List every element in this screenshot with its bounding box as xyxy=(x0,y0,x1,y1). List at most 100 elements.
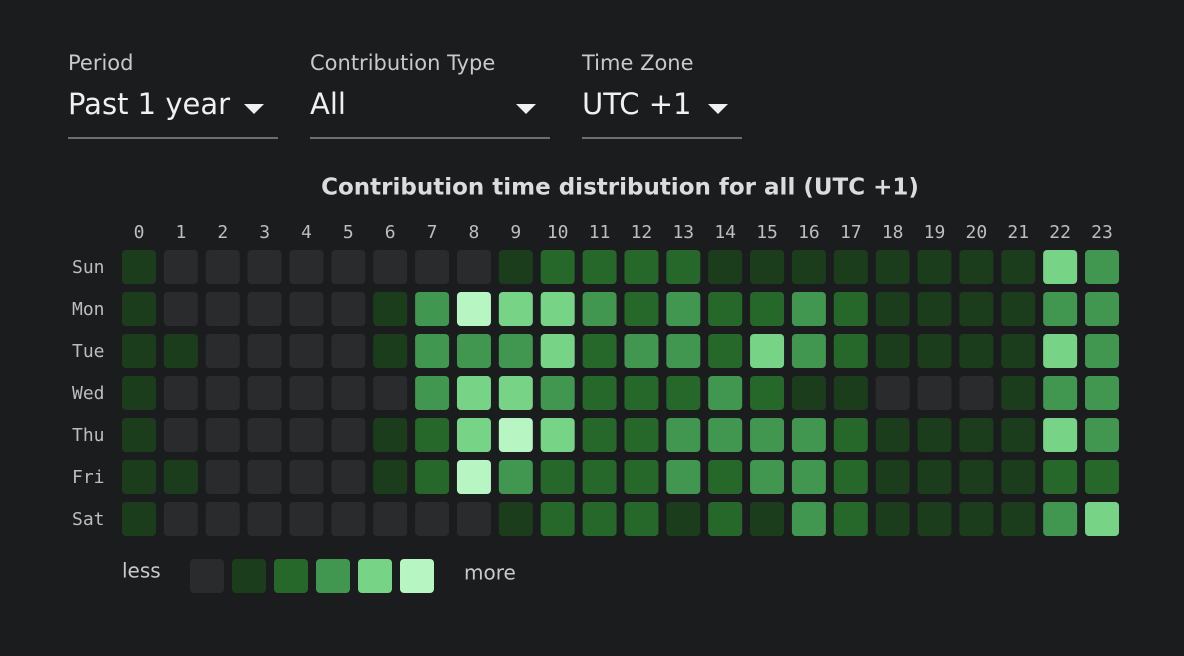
heatmap-cell xyxy=(582,418,617,452)
heatmap-cell xyxy=(833,502,868,536)
select-value: Past 1 year xyxy=(68,87,230,121)
heatmap-cell xyxy=(456,460,491,494)
heatmap-cell xyxy=(373,502,408,536)
heatmap-cell xyxy=(373,334,408,368)
heatmap-cell xyxy=(875,418,910,452)
heatmap-cell xyxy=(122,292,156,326)
heatmap-cell xyxy=(917,376,952,410)
legend-high: more xyxy=(464,561,516,585)
select-label: Time Zone xyxy=(581,51,694,75)
x-tick-label: 10 xyxy=(547,222,569,243)
heatmap-cell xyxy=(498,502,533,536)
heatmap-cell xyxy=(708,502,743,536)
x-tick-label: 16 xyxy=(798,222,820,243)
heatmap-cell xyxy=(540,502,575,536)
heatmap-cell xyxy=(122,460,156,494)
heatmap-cell xyxy=(247,460,282,494)
heatmap-cell xyxy=(163,376,198,410)
heatmap-cell xyxy=(917,502,952,536)
select-value: UTC +1 xyxy=(582,87,691,121)
heatmap-cell xyxy=(959,502,994,536)
type-select[interactable]: Contribution Type All xyxy=(310,51,550,139)
x-tick-label: 9 xyxy=(510,222,521,243)
heatmap-cell xyxy=(624,334,659,368)
x-tick-label: 5 xyxy=(343,222,354,243)
heatmap-cell xyxy=(875,334,910,368)
heatmap-cell xyxy=(582,460,617,494)
heatmap-cell xyxy=(247,376,282,410)
heatmap-cell xyxy=(331,334,366,368)
heatmap-cell xyxy=(415,418,450,452)
heatmap-cell xyxy=(624,418,659,452)
heatmap-cell xyxy=(624,250,659,284)
x-tick-label: 23 xyxy=(1091,222,1113,243)
heatmap-cell xyxy=(498,418,533,452)
heatmap-cell xyxy=(498,334,533,368)
heatmap-cell xyxy=(247,418,282,452)
heatmap-cell xyxy=(247,502,282,536)
y-tick-label: Thu xyxy=(72,425,105,446)
heatmap-cell xyxy=(959,334,994,368)
heatmap-cell xyxy=(498,292,533,326)
heatmap-cell xyxy=(708,460,743,494)
select-value: All xyxy=(310,87,346,121)
heatmap-cell xyxy=(1043,334,1078,368)
heatmap-cell xyxy=(289,460,324,494)
x-tick-label: 20 xyxy=(966,222,988,243)
heatmap-cell xyxy=(540,460,575,494)
heatmap-cell xyxy=(163,502,198,536)
x-tick-label: 18 xyxy=(882,222,904,243)
heatmap-cell xyxy=(289,292,324,326)
heatmap-cell xyxy=(917,250,952,284)
heatmap-cell xyxy=(1001,418,1036,452)
heatmap-cell xyxy=(833,292,868,326)
heatmap-cell xyxy=(833,418,868,452)
heatmap-cell xyxy=(205,292,240,326)
heatmap-cell xyxy=(666,376,701,410)
heatmap-cell xyxy=(833,334,868,368)
y-tick-label: Fri xyxy=(72,467,105,488)
heatmap-cell xyxy=(624,460,659,494)
heatmap-cell xyxy=(122,250,156,284)
heatmap-cell xyxy=(1085,418,1120,452)
heatmap-cell xyxy=(373,376,408,410)
heatmap-cell xyxy=(666,250,701,284)
heatmap-cell xyxy=(791,292,826,326)
x-tick-label: 22 xyxy=(1049,222,1071,243)
legend-swatch xyxy=(358,559,392,593)
x-tick-label: 15 xyxy=(756,222,778,243)
y-tick-label: Sun xyxy=(72,257,105,278)
heatmap-cell xyxy=(498,376,533,410)
heatmap-cell xyxy=(456,418,491,452)
legend-low: less xyxy=(122,559,161,583)
heatmap-cell xyxy=(247,334,282,368)
heatmap-cell xyxy=(205,376,240,410)
heatmap-cell xyxy=(1085,376,1120,410)
heatmap-cell xyxy=(750,460,785,494)
heatmap-cell xyxy=(791,460,826,494)
dropdown-arrow xyxy=(244,104,264,114)
heatmap-cell xyxy=(1001,502,1036,536)
heatmap-cell xyxy=(875,376,910,410)
heatmap-cell xyxy=(959,250,994,284)
legend-swatch xyxy=(190,559,224,593)
heatmap-cell xyxy=(708,334,743,368)
legend-swatch xyxy=(232,559,266,593)
period-select[interactable]: Period Past 1 year xyxy=(68,51,278,139)
heatmap-cell xyxy=(205,418,240,452)
heatmap-cell xyxy=(373,460,408,494)
y-tick-label: Wed xyxy=(72,383,105,404)
heatmap-cell xyxy=(582,250,617,284)
x-tick-label: 7 xyxy=(427,222,438,243)
heatmap-cell xyxy=(289,502,324,536)
x-tick-label: 3 xyxy=(259,222,270,243)
heatmap-cell xyxy=(289,250,324,284)
x-tick-label: 13 xyxy=(672,222,694,243)
heatmap-cell xyxy=(205,250,240,284)
heatmap-cell xyxy=(456,250,491,284)
heatmap-cell xyxy=(833,376,868,410)
heatmap-cell xyxy=(456,376,491,410)
timezone-select[interactable]: Time Zone UTC +1 xyxy=(581,51,742,139)
dropdown-arrow xyxy=(516,104,536,114)
